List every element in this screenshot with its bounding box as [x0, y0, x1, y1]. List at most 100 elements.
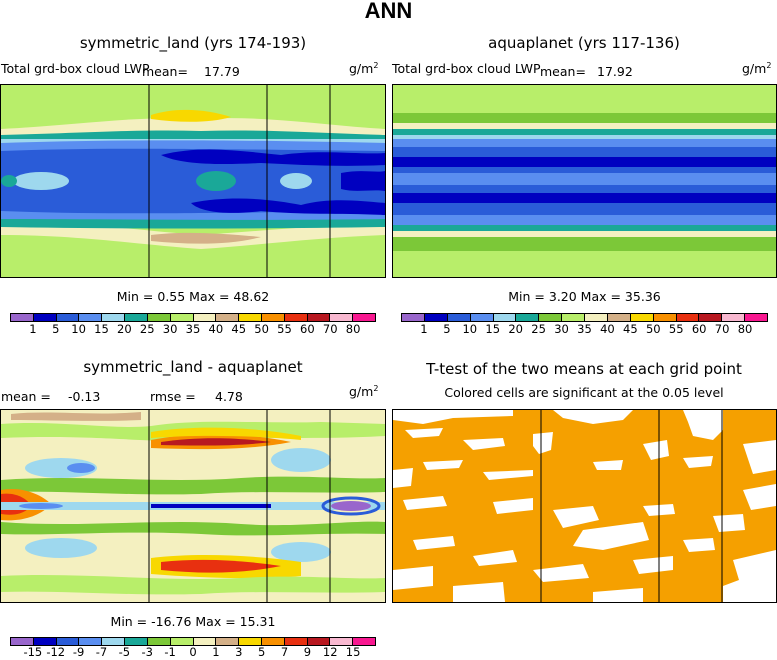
panel1-band-teal-s: [1, 219, 385, 229]
colorbar-tick-label: -12: [46, 645, 66, 659]
panel2-mean-value: 17.92: [597, 64, 633, 79]
panel1-cyan-1: [13, 172, 69, 190]
colorbar-tick-label: 10: [462, 322, 478, 336]
colorbar-tick-label: 1: [420, 322, 428, 336]
colorbar-swatch: [11, 638, 34, 645]
colorbar-swatch: [56, 314, 80, 321]
colorbar-swatch: [470, 314, 494, 321]
colorbar-tick-label: 20: [508, 322, 523, 336]
panel3-title: symmetric_land - aquaplanet: [83, 358, 303, 376]
panel3-rmse-label: rmse =: [150, 389, 196, 404]
panel2-subtitle: Total grd-box cloud LWP: [392, 61, 541, 76]
colorbar-swatch: [402, 314, 425, 321]
panel3-blue-1: [67, 463, 95, 473]
colorbar-tick-label: 70: [714, 322, 730, 336]
colorbar-swatch: [11, 314, 34, 321]
panel1-band-darkblue-1: [161, 149, 385, 166]
panel2-units: g/m2: [742, 61, 772, 77]
colorbar-tick-label: 12: [322, 645, 338, 659]
colorbar-tick-label: 50: [645, 322, 661, 336]
colorbar-swatch: [33, 638, 57, 645]
colorbar-swatch: [516, 314, 540, 321]
colorbar-swatch: [125, 638, 148, 645]
colorbar-tick-label: 30: [554, 322, 569, 336]
colorbar-tick-label: 7: [280, 645, 289, 659]
colorbar-swatch: [147, 314, 171, 321]
panel3-cyan-1: [25, 458, 97, 478]
panel3-green-4: [1, 575, 385, 595]
colorbar-tick-label: 5: [52, 322, 60, 336]
colorbar-tick-label: 15: [485, 322, 501, 336]
colorbar-swatch: [284, 314, 308, 321]
panel4-subtitle: Colored cells are significant at the 0.0…: [444, 385, 724, 400]
colorbar-swatch: [261, 638, 285, 645]
panel1-band-darkblue-3: [341, 171, 385, 191]
colorbar-tick-label: 35: [185, 322, 201, 336]
colorbar-swatch: [284, 638, 308, 645]
colorbar-swatch: [193, 638, 217, 645]
panel3-red-s: [161, 559, 281, 573]
panel1-teal-spot: [1, 175, 17, 187]
panel2-band-teal-s: [393, 225, 776, 231]
colorbar-tick-label: 15: [345, 645, 361, 659]
panel1-yellow-n: [151, 109, 231, 122]
colorbar-tick-label: 45: [623, 322, 638, 336]
colorbar-tick-label: 45: [231, 322, 247, 336]
panel2-band-beige-s: [393, 231, 776, 237]
colorbar-tick-label: -15: [23, 645, 43, 659]
colorbar-swatch: [125, 314, 148, 321]
panel1-band-darkblue-2: [191, 198, 385, 215]
colorbar-tick-label: -1: [164, 645, 176, 659]
colorbar-tick-label: -7: [95, 645, 108, 659]
colorbar-tick-label: 55: [277, 322, 292, 336]
panel2-band-darkblue-1: [393, 157, 776, 167]
panel3-purple-2: [331, 501, 371, 511]
colorbar-tick-label: 70: [322, 322, 338, 336]
colorbar-tick-label: 0: [189, 645, 197, 659]
colorbar-swatch: [330, 314, 354, 321]
colorbar-tick-label: 40: [600, 322, 615, 336]
colorbar-swatch: [307, 314, 331, 321]
colorbar-swatch: [79, 314, 103, 321]
panel1-tan-s: [151, 232, 261, 244]
colorbar-tick-label: 1: [29, 322, 37, 336]
colorbar-swatch: [722, 314, 746, 321]
colorbar-tick-label: 25: [139, 322, 155, 336]
colorbar-swatch: [170, 314, 194, 321]
colorbar-swatch: [699, 314, 723, 321]
colorbar-tick-label: 3: [235, 645, 243, 659]
colorbar-tick-label: 80: [737, 322, 753, 336]
colorbar-swatch: [745, 314, 767, 321]
colorbar-swatch: [216, 638, 240, 645]
colorbar-swatch: [170, 638, 194, 645]
colorbar-swatch: [56, 638, 80, 645]
panel3-green-3: [1, 521, 385, 536]
colorbar-swatch: [102, 638, 126, 645]
panel2-band-darkblue-2: [393, 193, 776, 203]
colorbar-tick-label: 9: [303, 645, 312, 659]
colorbar-swatch: [330, 638, 354, 645]
colorbar-tick-label: 35: [577, 322, 592, 336]
panel2-band-beige-n: [393, 123, 776, 129]
colorbar-tick-label: 40: [208, 322, 224, 336]
colorbar-tick-label: -5: [118, 645, 131, 659]
colorbar-tick-label: 1: [212, 645, 220, 659]
colorbar-tick-label: -3: [141, 645, 153, 659]
figure-title: ANN: [364, 0, 413, 23]
panel2-band-blue-c: [393, 173, 776, 185]
panel3-stats: Min = -16.76 Max = 15.31: [110, 614, 276, 629]
colorbar-swatch: [102, 314, 126, 321]
colorbar-swatch: [147, 638, 171, 645]
colorbar-tick-label: 80: [345, 322, 361, 336]
colorbar-swatch: [353, 314, 375, 321]
panel2-band-teal-n: [393, 129, 776, 135]
panel3-mean-value: -0.13: [68, 389, 101, 404]
panel3-colorbar: [10, 637, 376, 646]
panel3-cyan-2: [271, 448, 331, 472]
panel1-colorbar: [10, 313, 376, 322]
panel1-cyan-2: [196, 171, 236, 191]
panel3-yellow-n: [151, 427, 301, 440]
panel2-colorbar: [401, 313, 768, 322]
colorbar-tick-label: 10: [71, 322, 86, 336]
panel1-cyan-3: [280, 173, 312, 189]
